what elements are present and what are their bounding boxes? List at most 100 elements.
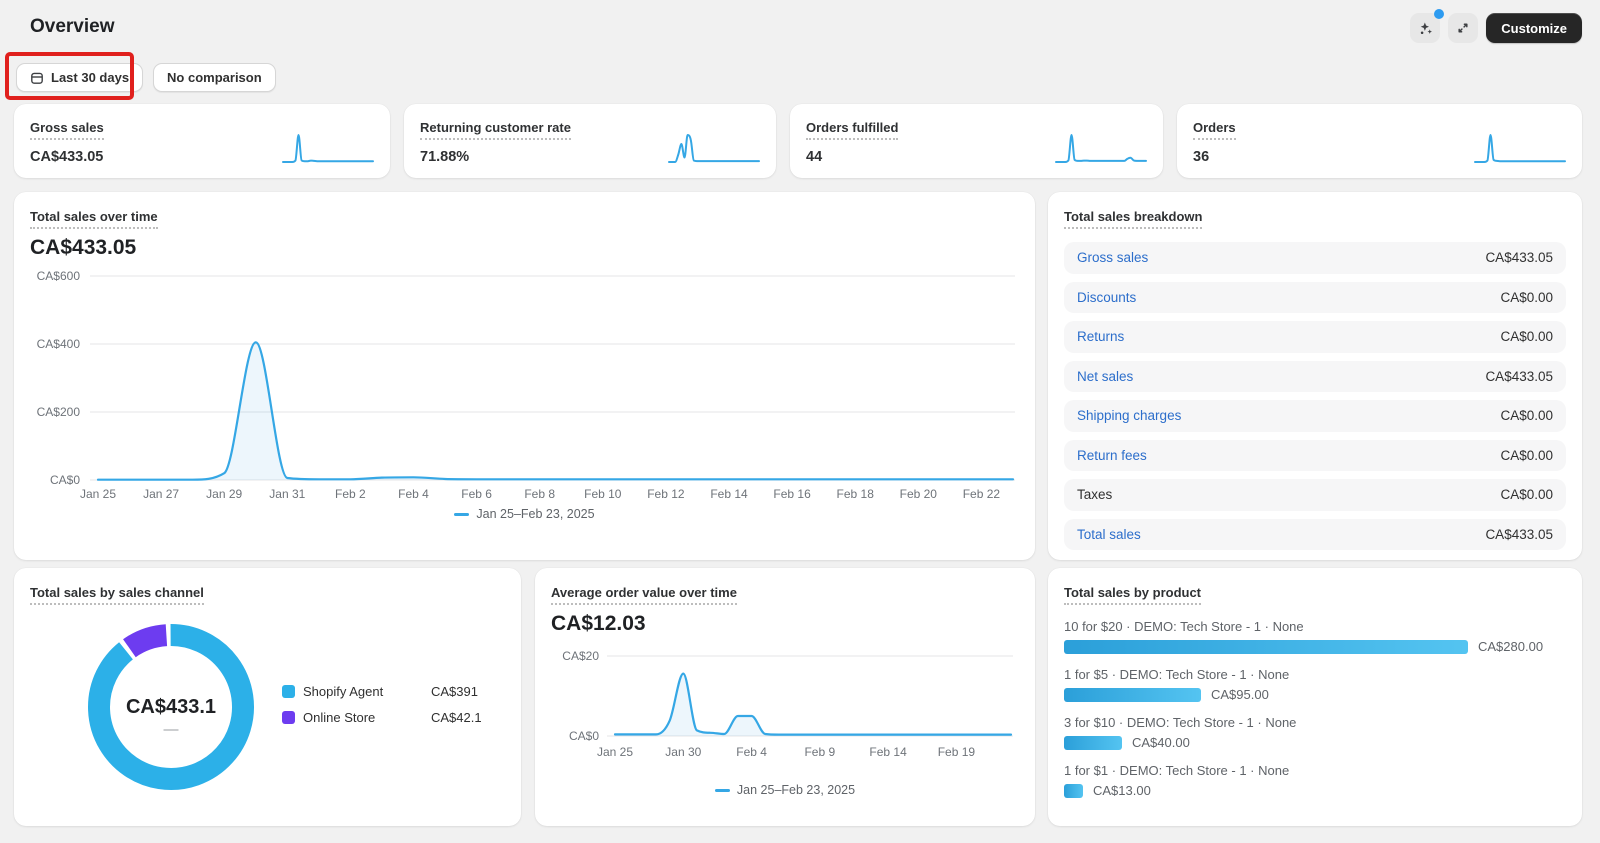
- total-sales-chart-title[interactable]: Total sales over time: [30, 209, 158, 229]
- legend-value: CA$42.1: [431, 710, 482, 725]
- product-label: 3 for $10 · DEMO: Tech Store - 1 · None: [1064, 715, 1297, 730]
- product-value: CA$13.00: [1093, 783, 1151, 798]
- product-value: CA$95.00: [1211, 687, 1269, 702]
- insights-button[interactable]: [1410, 9, 1445, 43]
- metric-title[interactable]: Orders fulfilled: [806, 120, 899, 140]
- product-bar-group: 1 for $5 · DEMO: Tech Store - 1 · None CA…: [1064, 667, 1566, 702]
- aov-line-chart: CA$20 CA$0 Jan 25 Jan 30 Feb 4 Feb 9 Feb 14 Feb…: [562, 649, 1013, 759]
- metric-title[interactable]: Orders: [1193, 120, 1236, 140]
- sales-by-channel-card: Total sales by sales channel CA$433.1 — S…: [14, 568, 521, 826]
- breakdown-row-net-sales: Net sales CA$433.05: [1064, 360, 1566, 392]
- breakdown-row-returns: Returns CA$0.00: [1064, 321, 1566, 353]
- svg-text:Feb 22: Feb 22: [963, 487, 1001, 501]
- total-sales-over-time-card: Total sales over time CA$433.05 CA$600 CA…: [14, 192, 1035, 560]
- svg-text:CA$20: CA$20: [562, 649, 599, 663]
- legend-label: Shopify Agent: [303, 684, 384, 699]
- product-bar: [1064, 783, 1083, 798]
- breakdown-value: CA$433.05: [1485, 250, 1553, 266]
- metric-value: CA$433.05: [30, 149, 104, 165]
- breakdown-label-link[interactable]: Total sales: [1077, 526, 1141, 542]
- expand-icon: [1458, 23, 1468, 33]
- legend-dash-icon: [714, 788, 730, 792]
- breakdown-rows: Gross sales CA$433.05 Discounts CA$0.00 Retu…: [1064, 242, 1566, 550]
- metric-card-gross-sales: Gross sales CA$433.05: [14, 104, 390, 178]
- product-bar: [1064, 639, 1468, 654]
- legend-value: CA$391: [431, 684, 478, 699]
- breakdown-value: CA$0.00: [1500, 329, 1553, 345]
- date-range-label: Last 30 days: [51, 70, 130, 85]
- legend-swatch-icon: [282, 711, 295, 724]
- metric-sparkline: [1474, 134, 1566, 163]
- aov-chart-title[interactable]: Average order value over time: [551, 585, 737, 605]
- svg-text:Jan 25: Jan 25: [80, 487, 116, 501]
- product-bars: 10 for $20 · DEMO: Tech Store - 1 · None…: [1064, 619, 1566, 798]
- breakdown-value: CA$0.00: [1500, 408, 1553, 424]
- svg-text:CA$600: CA$600: [37, 269, 81, 283]
- svg-text:Jan 25: Jan 25: [597, 745, 633, 759]
- product-bar-group: 1 for $1 · DEMO: Tech Store - 1 · None CA…: [1064, 763, 1566, 798]
- svg-text:Jan 30: Jan 30: [665, 745, 701, 759]
- product-bar: [1064, 687, 1201, 702]
- legend-label: Jan 25–Feb 23, 2025: [476, 507, 595, 521]
- magic-sparkles-icon: [1420, 22, 1432, 34]
- svg-text:Feb 16: Feb 16: [773, 487, 811, 501]
- breakdown-row-taxes: Taxes CA$0.00: [1064, 479, 1566, 511]
- fullscreen-button[interactable]: [1448, 13, 1479, 43]
- legend-swatch-icon: [282, 685, 295, 698]
- metric-sparkline: [668, 134, 760, 163]
- breakdown-label-link[interactable]: Gross sales: [1077, 250, 1149, 266]
- svg-text:CA$0: CA$0: [50, 473, 80, 487]
- breakdown-value: CA$0.00: [1500, 487, 1553, 503]
- breakdown-row-discounts: Discounts CA$0.00: [1064, 281, 1566, 313]
- total-sales-value: CA$433.05: [30, 236, 137, 259]
- svg-text:Feb 2: Feb 2: [335, 487, 366, 501]
- product-label: 1 for $1 · DEMO: Tech Store - 1 · None: [1064, 763, 1290, 778]
- date-range-button[interactable]: Last 30 days: [16, 63, 144, 92]
- svg-text:Feb 9: Feb 9: [804, 745, 835, 759]
- metric-value: 44: [806, 149, 823, 165]
- breakdown-row-total-sales: Total sales CA$433.05: [1064, 518, 1566, 550]
- svg-text:Jan 29: Jan 29: [206, 487, 242, 501]
- breakdown-label-link[interactable]: Return fees: [1077, 447, 1147, 463]
- notification-dot: [1434, 9, 1445, 19]
- breakdown-value: CA$433.05: [1485, 526, 1553, 542]
- comparison-button[interactable]: No comparison: [153, 63, 276, 92]
- breakdown-label-link[interactable]: Shipping charges: [1077, 408, 1182, 424]
- breakdown-label-link[interactable]: Returns: [1077, 329, 1125, 345]
- svg-text:—: —: [164, 721, 179, 738]
- svg-text:Feb 19: Feb 19: [938, 745, 976, 759]
- donut-legend: Shopify Agent CA$391 Online Store CA$42.1: [282, 684, 482, 725]
- svg-text:Feb 12: Feb 12: [647, 487, 685, 501]
- metric-title[interactable]: Gross sales: [30, 120, 104, 140]
- metric-sparkline: [282, 134, 374, 163]
- breakdown-title[interactable]: Total sales breakdown: [1064, 209, 1203, 229]
- legend-label: Jan 25–Feb 23, 2025: [736, 783, 856, 797]
- metric-value: 71.88%: [420, 149, 470, 165]
- svg-text:Jan 27: Jan 27: [143, 487, 179, 501]
- chart-legend: Jan 25–Feb 23, 2025: [30, 507, 1019, 521]
- product-label: 10 for $20 · DEMO: Tech Store - 1 · None: [1064, 619, 1304, 634]
- legend-label: Online Store: [303, 710, 376, 725]
- svg-text:Jan 31: Jan 31: [269, 487, 305, 501]
- svg-text:Feb 8: Feb 8: [524, 487, 555, 501]
- customize-button[interactable]: Customize: [1486, 13, 1582, 43]
- breakdown-label-link[interactable]: Net sales: [1077, 368, 1134, 384]
- average-order-value-card: Average order value over time CA$12.03 C…: [535, 568, 1035, 826]
- breakdown-row-return-fees: Return fees CA$0.00: [1064, 439, 1566, 471]
- breakdown-row-gross-sales: Gross sales CA$433.05: [1064, 242, 1566, 274]
- products-chart-title[interactable]: Total sales by product: [1064, 585, 1202, 605]
- metric-title[interactable]: Returning customer rate: [420, 120, 571, 140]
- breakdown-label-link[interactable]: Discounts: [1077, 289, 1137, 305]
- svg-text:CA$433.1: CA$433.1: [126, 696, 216, 718]
- product-bar-group: 10 for $20 · DEMO: Tech Store - 1 · None…: [1064, 619, 1566, 654]
- legend-item-shopify-agent: Shopify Agent CA$391: [282, 684, 482, 699]
- page-title: Overview: [30, 16, 115, 37]
- comparison-label: No comparison: [167, 70, 262, 85]
- metric-sparkline: [1055, 134, 1147, 163]
- legend-dash-icon: [454, 512, 470, 516]
- metric-card-orders: Orders 36: [1177, 104, 1582, 178]
- product-value: CA$40.00: [1132, 735, 1190, 750]
- channel-chart-title[interactable]: Total sales by sales channel: [30, 585, 204, 605]
- legend-item-online-store: Online Store CA$42.1: [282, 710, 482, 725]
- svg-text:Feb 18: Feb 18: [837, 487, 875, 501]
